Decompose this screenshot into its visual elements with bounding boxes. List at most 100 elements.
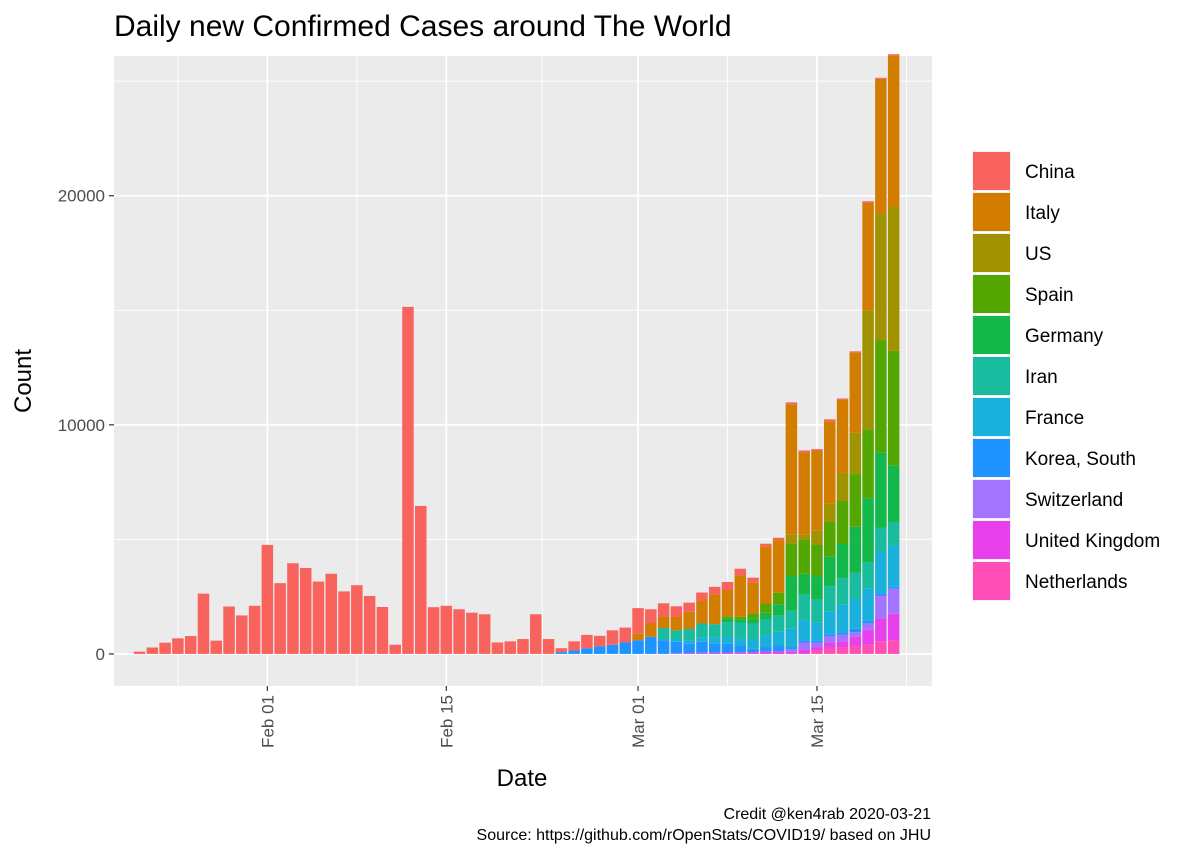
bar-segment-germany [798, 573, 810, 595]
bar-segment-korea-south [593, 646, 606, 654]
bar-segment-china [210, 640, 222, 654]
bar-segment-china [172, 638, 184, 654]
bar-segment-china [785, 402, 798, 405]
x-tick-label: Feb 01 [258, 695, 277, 748]
bar-segment-us [836, 472, 849, 501]
bar-segment-china [670, 606, 683, 617]
bar-segment-france [734, 638, 747, 646]
bar-segment-italy [734, 575, 747, 617]
bar-segment-italy [862, 202, 874, 311]
bar-segment-france [657, 639, 670, 641]
bar-segment-spain [734, 616, 747, 620]
legend-swatch-italy [973, 193, 1010, 231]
bar-segment-china [619, 627, 631, 643]
x-axis-title: Date [497, 765, 548, 792]
bar-segment-italy [836, 399, 849, 473]
bar-segment-china [299, 568, 312, 654]
bar-segment-korea-south [696, 641, 708, 653]
bar-segment-italy [696, 600, 708, 624]
bar-segment-united-kingdom [772, 651, 785, 654]
bar-segment-netherlands [875, 641, 887, 654]
x-tick-label: Mar 15 [808, 695, 827, 748]
x-axis: Feb 01 Feb 15 Mar 01 Mar 15 [258, 686, 827, 748]
y-axis: 0 10000 20000 [58, 187, 114, 664]
bar-segment-korea-south [862, 620, 874, 623]
bar-segment-switzerland [824, 636, 836, 643]
bar-segment-spain [772, 592, 785, 605]
bar-segment-korea-south [555, 652, 568, 654]
bar-segment-italy [760, 546, 772, 604]
bar-segment-korea-south [619, 642, 631, 654]
bar-segment-italy [798, 452, 810, 535]
bar-segment-korea-south [811, 640, 823, 643]
bar-segment-italy [683, 611, 695, 629]
bar-segment-spain [887, 350, 900, 466]
bar-segment-china [593, 635, 606, 647]
legend-swatch-china [973, 152, 1010, 190]
bar-segment-us [862, 310, 874, 430]
bar-segment-spain [849, 474, 862, 527]
bar-segment-spain [785, 543, 798, 577]
bar-segment-united-kingdom [683, 653, 695, 654]
bar-segment-switzerland [836, 634, 849, 642]
bar-segment-iran [747, 623, 759, 640]
bar-segment-united-kingdom [708, 652, 721, 654]
legend-swatch-france [973, 398, 1010, 436]
bar-segment-korea-south [785, 647, 798, 650]
bar-segment-iran [785, 610, 798, 629]
bar-segment-china [772, 537, 785, 541]
bar-segment-china [427, 607, 440, 654]
legend-swatch-switzerland [973, 480, 1010, 518]
bar-segment-china [760, 543, 772, 547]
legend-label-spain: Spain [1025, 285, 1074, 306]
legend-label-germany: Germany [1025, 326, 1104, 347]
bar-segment-china [312, 581, 325, 654]
bar-segment-switzerland [862, 623, 874, 630]
bar-segment-italy [645, 623, 657, 637]
bar-segment-united-kingdom [670, 653, 683, 654]
bar-segment-switzerland [887, 588, 900, 614]
bar-segment-korea-south [670, 641, 683, 654]
bar-segment-iran [798, 594, 810, 620]
bar-segment-china [555, 648, 568, 653]
legend-label-korea-south: Korea, South [1025, 449, 1136, 470]
bar-segment-china [645, 609, 657, 623]
bar-segment-united-kingdom [798, 649, 810, 654]
bar-segment-germany [811, 576, 823, 600]
bar-segment-united-kingdom [811, 647, 823, 651]
bar-segment-united-kingdom [747, 652, 759, 654]
bar-segment-iran [824, 586, 836, 612]
bar-segment-france [862, 588, 874, 621]
source-caption: Source: https://github.com/rOpenStats/CO… [477, 827, 931, 844]
bar-segment-us [785, 534, 798, 544]
bar-segment-korea-south [708, 643, 721, 653]
legend-label-iran: Iran [1025, 367, 1058, 388]
bar-segment-china [376, 606, 389, 654]
legend-label-italy: Italy [1025, 203, 1060, 224]
bar-segment-united-kingdom [824, 642, 836, 648]
bar-segment-germany [875, 452, 887, 528]
y-axis-title: Count [10, 349, 37, 413]
bar-segment-china [657, 603, 670, 617]
bar-segment-china [223, 606, 235, 654]
bar-segment-china [478, 614, 491, 654]
bar-segment-china [581, 634, 593, 649]
bar-segment-germany [760, 612, 772, 620]
bar-segment-korea-south [657, 640, 670, 654]
bar-segment-korea-south [824, 634, 836, 637]
bar-segment-china [491, 642, 504, 654]
legend-swatch-spain [973, 275, 1010, 313]
bar-segment-korea-south [875, 593, 887, 596]
bar-segment-china [197, 593, 210, 654]
bar-segment-china [696, 592, 708, 601]
bar-segment-china [811, 449, 823, 451]
bar-segment-china [236, 615, 248, 654]
credit-caption: Credit @ken4rab 2020-03-21 [724, 806, 932, 823]
bar-segment-united-kingdom [760, 651, 772, 654]
bar-segment-iran [683, 628, 695, 641]
bar-segment-china [606, 630, 619, 645]
bar-segment-korea-south [645, 636, 657, 654]
bar-segment-italy [772, 540, 785, 593]
bar-segment-china [887, 54, 900, 56]
